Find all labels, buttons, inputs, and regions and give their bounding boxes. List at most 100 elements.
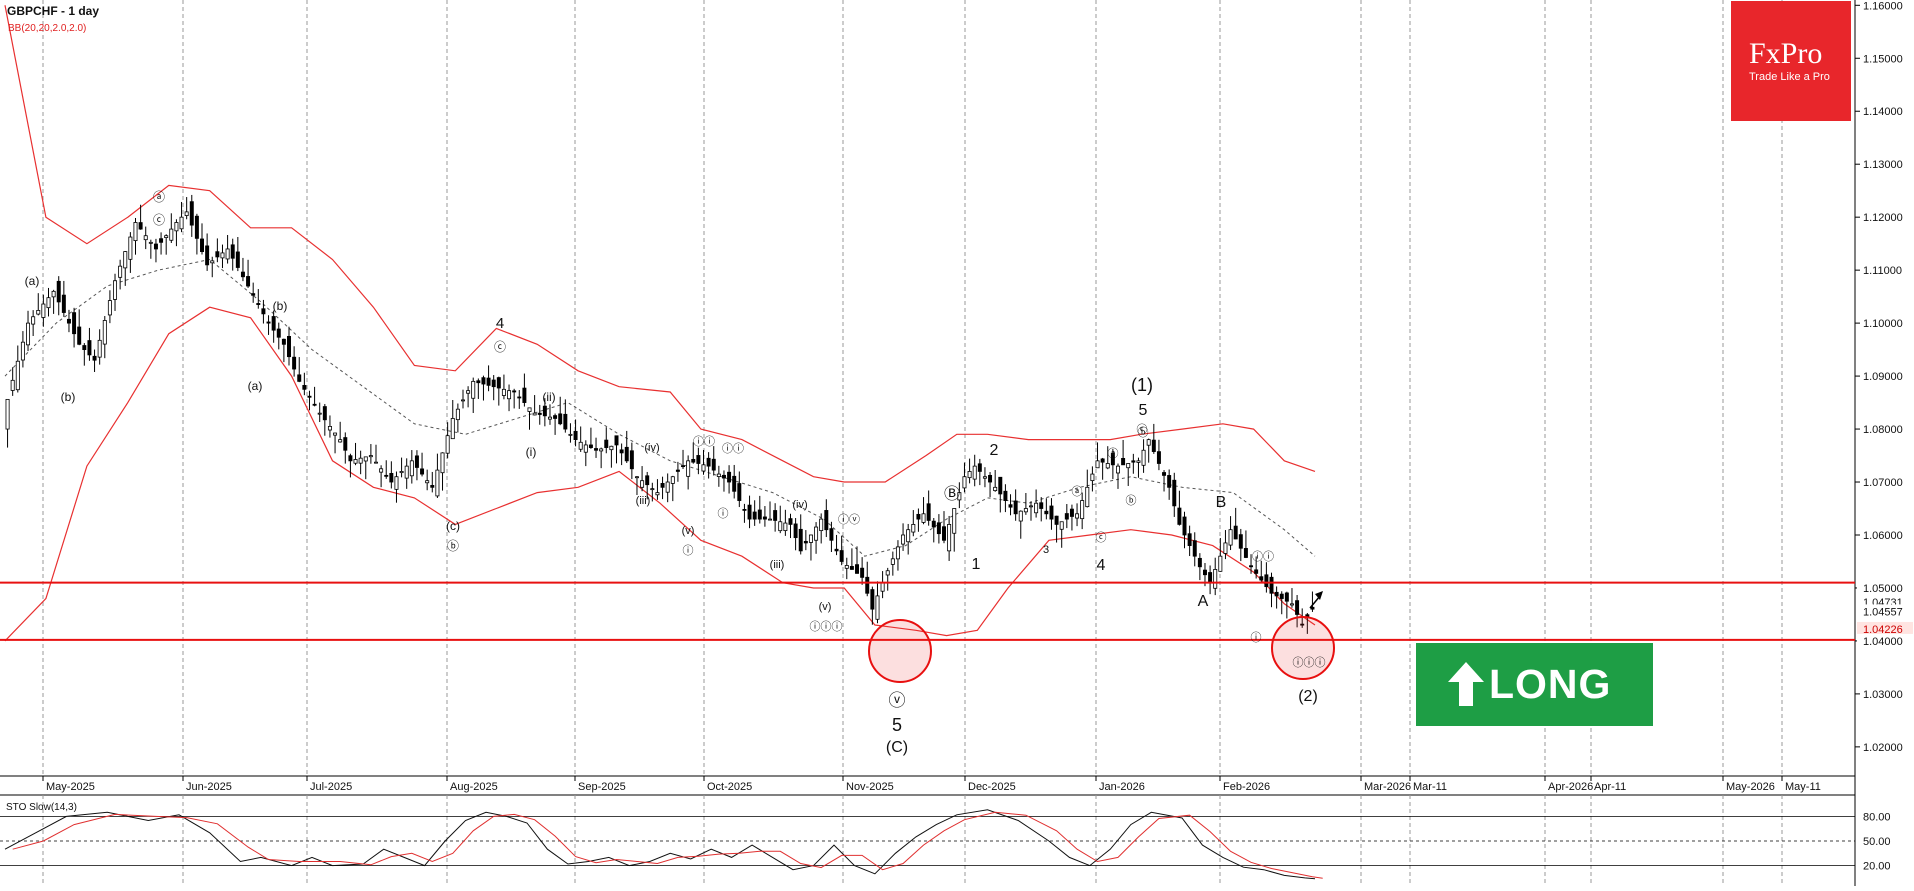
candle-body <box>1141 449 1146 466</box>
candle-body <box>993 486 998 492</box>
price-tag: 1.04226 <box>1863 624 1903 636</box>
y-tick-label: 1.15000 <box>1863 53 1903 65</box>
candle-body <box>118 265 123 278</box>
wave-label: ⓒ <box>1096 531 1107 544</box>
candle-body <box>179 216 184 230</box>
candle-body <box>471 380 476 399</box>
candle-body <box>10 379 15 391</box>
brand-tagline: Trade Like a Pro <box>1749 71 1830 83</box>
candle-body <box>711 458 716 471</box>
candle-body <box>1039 502 1044 509</box>
candle-body <box>159 238 164 243</box>
x-tick-label: Sep-2025 <box>578 781 626 793</box>
candle-body <box>476 380 481 384</box>
candle-body <box>261 308 266 315</box>
candle-body <box>123 251 128 269</box>
candle-body <box>1162 472 1167 476</box>
candle-body <box>783 522 788 532</box>
candle-body <box>599 448 604 452</box>
candle-body <box>512 390 517 393</box>
candle-body <box>266 321 271 324</box>
candle-body <box>916 513 921 520</box>
candle-body <box>92 355 97 361</box>
candle-body <box>1131 460 1136 463</box>
y-tick-label: 1.02000 <box>1863 742 1903 754</box>
wave-label: (iii) <box>636 495 651 507</box>
candle-body <box>46 297 51 309</box>
candle-body <box>409 460 414 477</box>
candle-body <box>609 445 614 451</box>
candle-body <box>681 465 686 468</box>
candle-body <box>414 455 419 468</box>
candle-body <box>1064 513 1069 520</box>
price-tag: 1.04557 <box>1863 606 1903 618</box>
candle-body <box>194 215 199 239</box>
candle-body <box>819 518 824 532</box>
x-tick-label: Apr-2026 <box>1548 781 1593 793</box>
candle-body <box>1202 569 1207 576</box>
y-tick-label: 1.03000 <box>1863 689 1903 701</box>
candle-body <box>435 469 440 497</box>
candle-body <box>604 439 609 448</box>
candle-body <box>455 408 460 421</box>
candle-body <box>957 492 962 501</box>
candle-body <box>26 322 31 346</box>
wave-label: ⓘⓘ <box>1252 550 1274 563</box>
candle-body <box>1208 572 1213 584</box>
candle-body <box>138 222 143 230</box>
wave-label: (b) <box>61 390 76 404</box>
x-tick-label: May-2026 <box>1726 781 1775 793</box>
candle-body <box>1075 513 1080 519</box>
candle-body <box>1136 460 1141 463</box>
candle-body <box>66 318 71 324</box>
candle-body <box>721 474 726 479</box>
candle-body <box>1013 500 1018 515</box>
candle-body <box>793 523 798 539</box>
candle-body <box>803 540 808 544</box>
wave-label: B <box>1216 494 1227 511</box>
candle-body <box>450 418 455 440</box>
candle-body <box>829 528 834 541</box>
y-tick-label: 1.06000 <box>1863 530 1903 542</box>
candle-body <box>501 388 506 396</box>
wave-label: 5 <box>892 715 902 735</box>
candle-body <box>921 513 926 523</box>
candle-body <box>1018 510 1023 522</box>
candle-body <box>660 483 665 488</box>
candle-body <box>353 459 358 464</box>
candle-body <box>210 260 215 264</box>
candle-body <box>220 252 225 259</box>
candle-body <box>143 235 148 241</box>
candle-body <box>230 244 235 259</box>
y-tick-label: 1.10000 <box>1863 318 1903 330</box>
candle-body <box>113 280 118 300</box>
candle-body <box>394 476 399 490</box>
candle-body <box>368 455 373 458</box>
candle-body <box>102 320 107 345</box>
candle-body <box>814 526 819 541</box>
wave-label: ⓑ <box>1126 494 1137 507</box>
y-tick-label: 1.09000 <box>1863 371 1903 383</box>
up-arrow-icon <box>1448 662 1484 706</box>
candle-body <box>281 338 286 345</box>
candle-body <box>1126 463 1131 469</box>
candlestick-series <box>5 194 1315 634</box>
candle-body <box>849 566 854 570</box>
wave-label: (2) <box>1298 688 1318 705</box>
wave-label: ⓘ <box>718 507 729 520</box>
candle-body <box>200 238 204 253</box>
candle-body <box>634 476 639 479</box>
stochastic-panel: 80.00 50.00 20.00 <box>0 809 1891 880</box>
wave-label: 3 <box>1043 544 1049 556</box>
wave-label: (iv) <box>644 442 659 454</box>
wave-label: (1) <box>1131 375 1153 395</box>
wave-label: ⓘ <box>1251 631 1262 644</box>
highlight-circle <box>868 619 932 683</box>
oscillator-level-label: 50.00 <box>1863 836 1891 848</box>
candle-body <box>1059 521 1064 530</box>
x-tick-label: Mar-2026 <box>1364 781 1411 793</box>
candle-body <box>1116 465 1120 474</box>
y-tick-label: 1.12000 <box>1863 212 1903 224</box>
y-tick-label: 1.16000 <box>1863 0 1903 12</box>
candle-body <box>527 407 532 412</box>
